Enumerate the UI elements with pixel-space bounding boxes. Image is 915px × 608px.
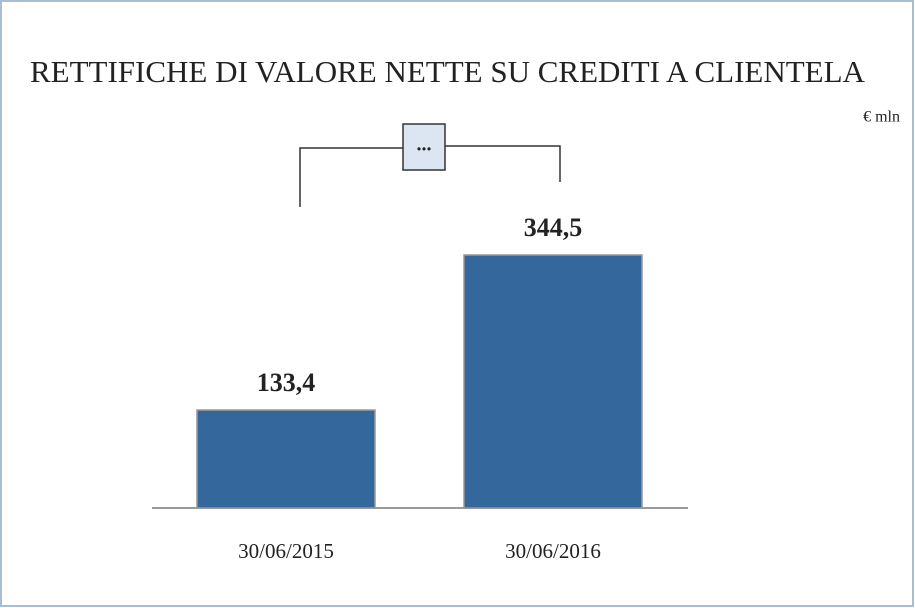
- unit-label: € mln: [863, 109, 900, 126]
- x-tick-label: 30/06/2016: [505, 539, 601, 563]
- value-label: 133,4: [257, 368, 316, 397]
- bracket-right: [445, 145, 561, 182]
- bracket-left: [299, 147, 403, 207]
- annotation: ...: [417, 134, 432, 156]
- bar: [196, 409, 376, 509]
- chart-title: RETTIFICHE DI VALORE NETTE SU CREDITI A …: [30, 54, 866, 89]
- value-label: 344,5: [524, 213, 583, 242]
- annotation-box: [402, 123, 446, 171]
- bracket: [299, 145, 561, 207]
- bar: [463, 254, 643, 509]
- x-tick-label: 30/06/2015: [238, 539, 334, 563]
